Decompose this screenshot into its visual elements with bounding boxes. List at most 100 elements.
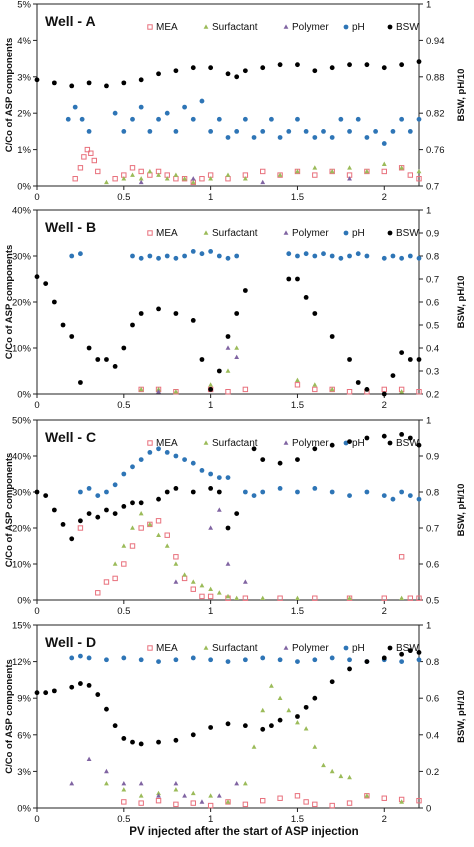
- data-point-bsw: [156, 71, 161, 77]
- data-point-ph: [329, 489, 335, 495]
- data-point-mea: [129, 543, 136, 549]
- data-point-surfactant: [147, 521, 153, 527]
- data-point-surfactant: [164, 543, 170, 548]
- data-point-surfactant: [138, 176, 144, 181]
- data-point-legend-surfactant: [203, 645, 209, 650]
- series-polymer: [156, 345, 240, 394]
- data-point-mea: [173, 554, 179, 560]
- data-point-bsw: [347, 439, 352, 444]
- data-point-bsw: [208, 486, 214, 491]
- x-tick-label: 2: [382, 400, 387, 411]
- data-point-polymer: [260, 179, 266, 185]
- data-point-bsw: [208, 725, 214, 730]
- data-point-mea: [242, 386, 249, 393]
- y-tick-label: 6%: [17, 730, 31, 741]
- series-surfactant: [104, 683, 405, 804]
- y-tick-label: 20%: [12, 298, 32, 309]
- data-point-bsw: [312, 446, 318, 452]
- data-point-bsw: [95, 692, 101, 697]
- legend: MEA Surfactant Polymer pH BSW: [147, 228, 419, 239]
- data-point-surfactant: [199, 583, 205, 588]
- data-point-ph: [156, 255, 161, 261]
- data-point-surfactant: [295, 377, 300, 382]
- data-point-bsw: [138, 77, 144, 83]
- data-point-bsw: [225, 334, 231, 339]
- plot-frame: [36, 624, 420, 809]
- data-point-bsw: [34, 77, 40, 83]
- data-point-bsw: [86, 682, 92, 688]
- data-point-mea: [164, 532, 170, 538]
- data-point-ph: [65, 116, 71, 122]
- data-point-ph: [251, 493, 257, 498]
- data-point-ph: [69, 655, 75, 661]
- y2-tick-label: 0.6: [426, 560, 439, 571]
- data-point-bsw: [95, 514, 101, 520]
- data-point-bsw: [303, 704, 309, 710]
- data-point-mea: [88, 150, 94, 156]
- data-point-ph: [86, 486, 92, 491]
- data-point-bsw: [86, 345, 92, 351]
- data-point-surfactant: [295, 168, 300, 174]
- data-point-bsw: [34, 274, 40, 280]
- data-point-surfactant: [130, 172, 135, 177]
- y2-tick-label: 0.3: [426, 367, 439, 378]
- data-point-bsw: [234, 74, 240, 80]
- data-point-bsw: [329, 679, 335, 685]
- data-point-ph: [364, 135, 370, 140]
- data-point-legend-ph: [343, 230, 349, 236]
- data-point-bsw: [277, 62, 283, 68]
- data-point-bsw: [78, 380, 83, 385]
- data-point-bsw: [173, 311, 179, 316]
- data-point-surfactant: [399, 389, 405, 394]
- data-point-polymer: [234, 781, 240, 786]
- data-point-bsw: [277, 460, 283, 466]
- x-tick-label: 0.5: [117, 606, 130, 617]
- panel-3: 0% 10% 20% 30% 40% 50% 0.5 0.6 0.7 0.8 0.9 1 0 0.5 1 1.…: [4, 416, 467, 618]
- data-point-mea: [121, 561, 127, 567]
- data-point-mea: [416, 176, 422, 182]
- data-point-ph: [216, 475, 222, 480]
- data-point-ph: [329, 253, 335, 259]
- y-tick-label: 3%: [17, 72, 31, 83]
- data-point-legend-polymer: [283, 645, 289, 650]
- y2-tick-label: 0.88: [426, 72, 445, 83]
- x-tick-label: 0: [34, 400, 39, 411]
- data-point-surfactant: [156, 790, 161, 796]
- series-surfactant: [104, 161, 422, 185]
- y2-tick-label: 1: [426, 0, 431, 11]
- data-point-surfactant: [364, 168, 370, 174]
- data-point-bsw: [234, 311, 240, 316]
- data-point-bsw: [312, 68, 318, 74]
- series-polymer: [138, 176, 352, 185]
- data-point-surfactant: [364, 793, 370, 798]
- data-point-bsw: [156, 739, 161, 745]
- series-bsw: [34, 274, 422, 397]
- data-point-bsw: [51, 688, 57, 694]
- data-point-bsw: [86, 511, 92, 516]
- data-point-mea: [329, 802, 335, 809]
- data-point-ph: [260, 129, 266, 134]
- data-point-bsw: [78, 681, 83, 686]
- data-point-ph: [173, 129, 179, 134]
- data-point-ph: [156, 659, 161, 664]
- series-polymer: [173, 507, 248, 584]
- panel-title: Well - C: [45, 429, 96, 445]
- data-point-bsw: [43, 281, 49, 286]
- y2-tick-label: 0.8: [426, 657, 439, 668]
- data-point-bsw: [69, 334, 75, 339]
- data-point-bsw: [329, 65, 335, 71]
- y2-tick-label: 0.7: [426, 524, 439, 535]
- left-y-axis-label: C/Co of ASP components: [4, 38, 15, 153]
- data-point-ph: [95, 493, 101, 498]
- data-point-legend-ph: [343, 645, 349, 651]
- data-point-polymer: [216, 793, 222, 798]
- data-point-bsw: [399, 62, 405, 68]
- data-point-bsw: [269, 723, 274, 729]
- data-point-ph: [347, 129, 352, 134]
- y2-tick-label: 1: [426, 621, 431, 632]
- legend-label: Surfactant: [212, 22, 258, 33]
- data-point-ph: [381, 141, 387, 146]
- data-point-surfactant: [138, 511, 144, 516]
- data-point-ph: [234, 253, 240, 259]
